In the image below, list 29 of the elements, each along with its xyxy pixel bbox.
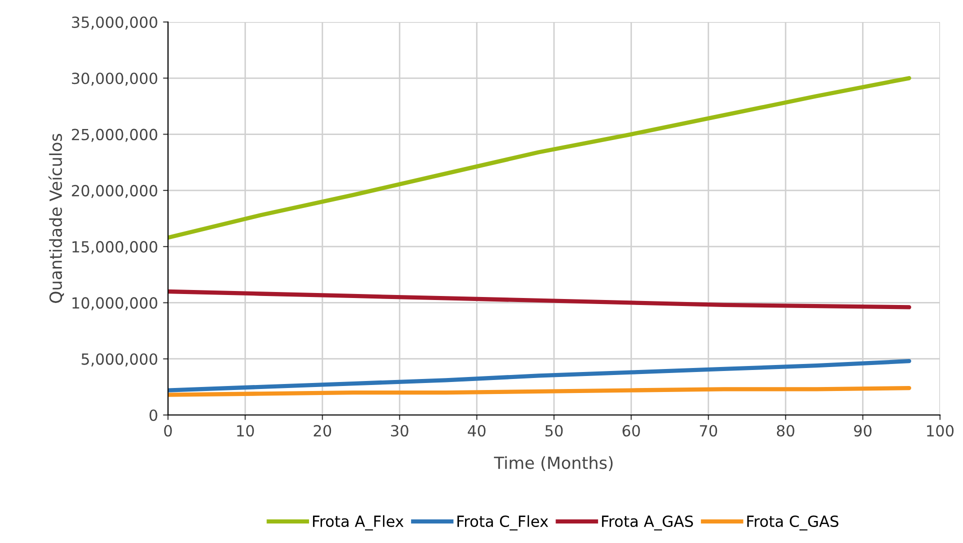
y-tick-label: 30,000,000	[72, 72, 158, 86]
x-tick-label: 70	[700, 424, 718, 437]
legend-label: Frota C_Flex	[457, 515, 548, 530]
legend-label: Frota A_Flex	[313, 515, 404, 530]
x-tick-label: 30	[391, 424, 408, 437]
legend-label: Frota A_GAS	[602, 515, 693, 530]
y-tick-label: 35,000,000	[72, 16, 158, 30]
line-series	[168, 289, 912, 310]
line-series	[168, 359, 912, 392]
y-tick-label: 25,000,000	[72, 128, 158, 142]
y-tick-label: 15,000,000	[72, 241, 158, 254]
y-tick-label: 10,000,000	[72, 297, 158, 310]
x-tick-label: 20	[314, 424, 332, 437]
legend-label: Frota C_GAS	[747, 515, 838, 530]
line-series	[168, 386, 912, 397]
x-tick-label: 40	[468, 424, 486, 437]
y-tick-label: 0	[150, 409, 158, 422]
x-tick-label: 50	[545, 424, 563, 437]
x-tick-label: 60	[622, 424, 640, 437]
x-tick-label: 10	[237, 424, 254, 437]
x-tick-label: 100	[927, 424, 954, 437]
x-tick-label: 90	[854, 424, 872, 437]
line-series	[168, 76, 912, 240]
y-tick-label: 20,000,000	[72, 184, 158, 198]
x-axis-title: Time (Months)	[494, 456, 613, 472]
y-tick-label: 5,000,000	[82, 353, 158, 366]
x-tick-label: 80	[776, 424, 794, 437]
y-axis-title: Quantidade Veículos	[48, 134, 64, 303]
x-tick-label: 0	[164, 424, 172, 437]
